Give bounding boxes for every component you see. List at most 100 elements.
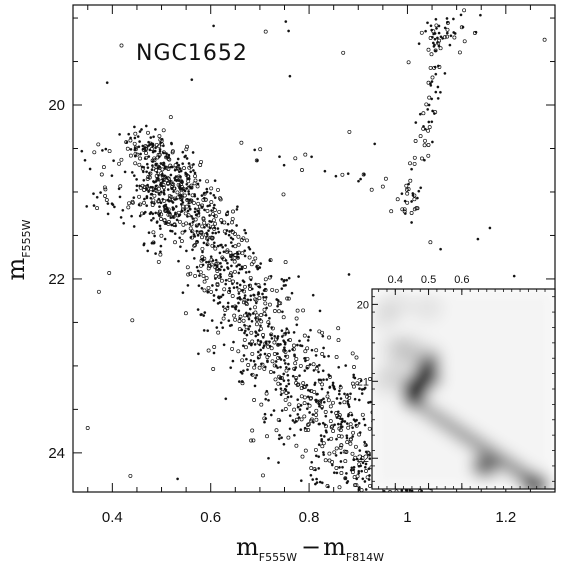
star-point [292, 331, 296, 334]
star-point [175, 197, 178, 201]
star-point [159, 233, 164, 238]
star-point [335, 397, 339, 400]
star-point [295, 308, 300, 313]
star-point [137, 162, 142, 167]
star-point [244, 325, 249, 330]
star-point [326, 398, 331, 403]
star-point [158, 148, 162, 151]
star-point [311, 478, 315, 481]
star-point [207, 260, 211, 264]
star-point [269, 333, 273, 337]
star-point [421, 111, 426, 116]
star-point [159, 171, 164, 176]
star-point [259, 319, 264, 324]
star-point [300, 168, 304, 172]
star-point [172, 207, 176, 211]
star-point [252, 359, 256, 363]
star-point [159, 227, 162, 231]
star-point [363, 386, 367, 390]
star-point [230, 258, 234, 261]
star-point [287, 382, 291, 386]
star-point [130, 199, 135, 204]
star-point [220, 255, 225, 260]
star-point [211, 367, 216, 371]
star-point [161, 197, 165, 201]
star-point [249, 359, 253, 362]
star-point [434, 90, 438, 94]
star-point [213, 246, 218, 251]
star-point [169, 173, 173, 177]
star-point [195, 265, 199, 269]
star-point [274, 388, 278, 391]
star-point [293, 156, 298, 161]
star-point [107, 271, 112, 275]
star-point [252, 293, 256, 297]
star-point [151, 150, 155, 154]
star-point [218, 251, 222, 255]
star-point [412, 193, 417, 198]
star-point [196, 201, 201, 206]
star-point [135, 188, 139, 192]
star-point [337, 485, 342, 490]
y-axis-label-m: m [2, 257, 30, 280]
star-point [170, 142, 173, 146]
star-point [254, 322, 259, 327]
star-point [314, 348, 319, 353]
star-point [229, 241, 233, 244]
star-point [357, 398, 361, 402]
star-point [202, 329, 206, 332]
star-point [119, 157, 124, 162]
star-point [314, 366, 319, 371]
star-point [330, 460, 335, 464]
star-point [323, 458, 328, 463]
star-point [237, 380, 241, 383]
star-point [298, 363, 303, 368]
star-point [322, 400, 326, 404]
star-point [200, 235, 204, 240]
star-point [139, 152, 142, 156]
star-point [216, 302, 220, 305]
star-point [424, 29, 427, 33]
star-point [192, 163, 195, 166]
star-point [292, 343, 296, 348]
star-point [299, 417, 304, 422]
star-point [245, 333, 249, 337]
star-point [217, 230, 221, 234]
star-point [147, 190, 150, 193]
star-point [308, 363, 312, 366]
star-point [317, 455, 321, 459]
star-point [445, 31, 449, 35]
star-point [326, 391, 330, 394]
star-point [338, 385, 343, 390]
star-point [248, 275, 253, 280]
star-point [277, 309, 281, 314]
star-point [200, 194, 204, 197]
star-point [138, 130, 142, 133]
star-point [151, 164, 154, 167]
star-point [180, 230, 185, 235]
star-point [222, 287, 227, 292]
star-point [278, 301, 283, 306]
star-point [358, 431, 362, 434]
star-point [343, 476, 348, 481]
star-point [340, 425, 344, 429]
star-point [437, 44, 441, 48]
star-point [174, 205, 178, 208]
star-point [395, 197, 400, 202]
star-point [230, 216, 235, 221]
star-point [201, 273, 206, 278]
star-point [335, 413, 340, 418]
star-point [190, 78, 194, 82]
star-point [350, 451, 355, 456]
star-point [279, 365, 282, 369]
star-point [138, 140, 141, 143]
star-point [201, 217, 206, 222]
star-point [279, 343, 282, 346]
star-point [179, 182, 183, 187]
star-point [144, 151, 149, 156]
star-point [274, 288, 279, 293]
star-point [357, 471, 361, 475]
star-point [306, 339, 310, 342]
star-point [248, 324, 252, 328]
star-point [435, 27, 438, 30]
